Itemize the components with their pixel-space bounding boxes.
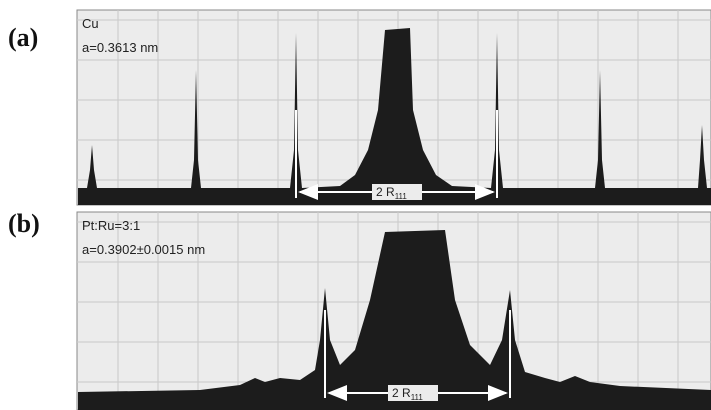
sample-label: Pt:Ru=3:1: [82, 218, 140, 233]
lattice-label: a=0.3613 nm: [82, 40, 158, 55]
sample-label: Cu: [82, 16, 99, 31]
panel-label: (b): [8, 209, 40, 238]
distance-subscript: 111: [395, 192, 408, 201]
distance-text: 2 R: [392, 386, 411, 400]
distance-text: 2 R: [376, 185, 395, 199]
page: 2 R111 (a) Cu a=0.3613 nm 2 R111 (b) Pt:…: [0, 0, 711, 410]
panel-label: (a): [8, 23, 38, 52]
figure: 2 R111 (a) Cu a=0.3613 nm 2 R111 (b) Pt:…: [0, 0, 711, 410]
lattice-label: a=0.3902±0.0015 nm: [82, 242, 205, 257]
distance-subscript: 111: [411, 393, 424, 402]
